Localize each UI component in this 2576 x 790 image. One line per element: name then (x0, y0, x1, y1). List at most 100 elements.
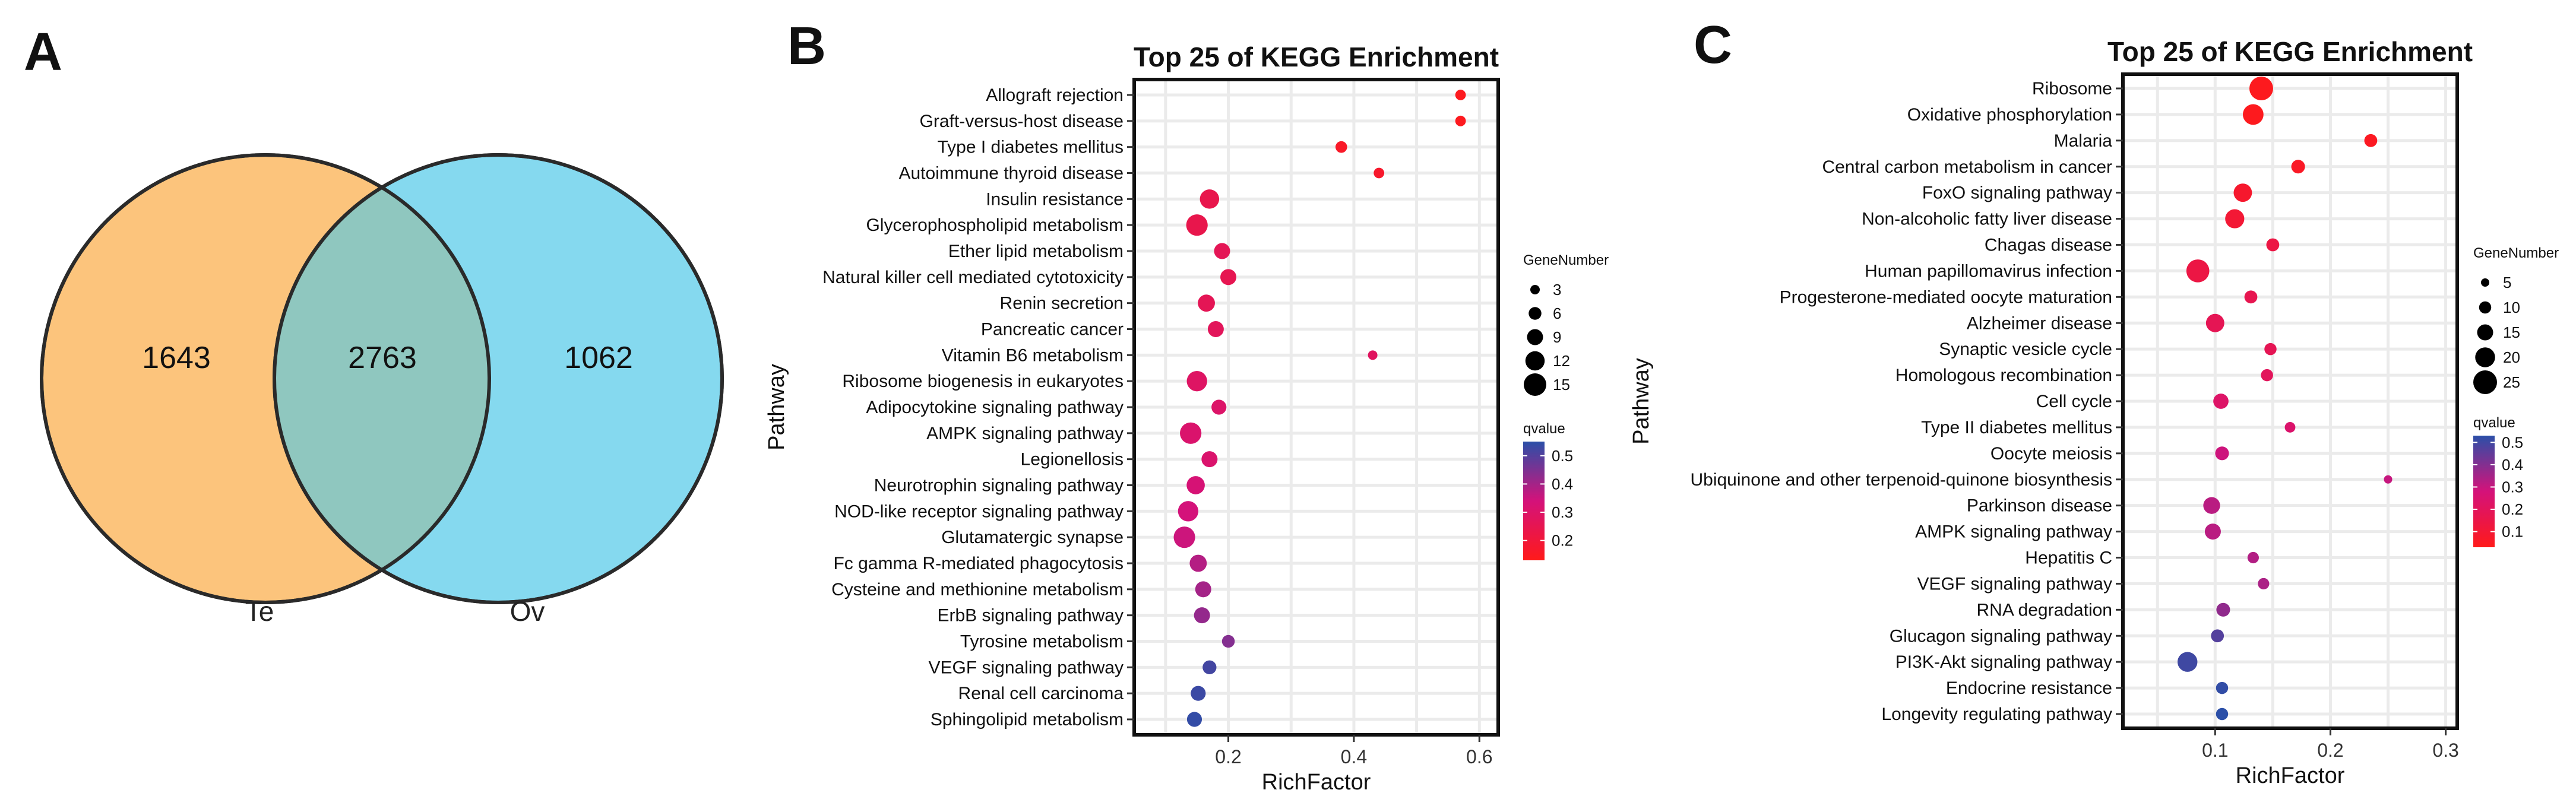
y-tick-label-ubiquinone-and-other-terpenoid-quinone-biosynthesis: Ubiquinone and other terpenoid-quinone b… (1690, 470, 2112, 490)
venn-overlap-region (274, 155, 489, 602)
color-legend-label: 0.5 (1552, 447, 1573, 465)
y-tick-label-homologous-recombination: Homologous recombination (1895, 366, 2112, 385)
venn-overlap-count: 2763 (348, 341, 417, 375)
point-alzheimer-disease (2205, 313, 2224, 332)
size-legend-label: 5 (2503, 274, 2511, 291)
color-legend-label: 0.5 (2502, 433, 2523, 451)
color-legend-bar (2473, 436, 2495, 547)
point-cysteine-and-methionine-metabolism (1195, 581, 1211, 598)
point-natural-killer-cell-mediated-cytotoxicity (1220, 269, 1237, 285)
size-legend-label: 6 (1553, 304, 1561, 322)
y-axis-label: Pathway (764, 364, 789, 450)
size-legend-label: 10 (2503, 299, 2520, 316)
y-tick-label-neurotrophin-signaling-pathway: Neurotrophin signaling pathway (874, 476, 1124, 496)
y-tick-label-autoimmune-thyroid-disease: Autoimmune thyroid disease (898, 164, 1124, 183)
point-autoimmune-thyroid-disease (1374, 167, 1385, 179)
x-tick-label: 0.2 (1215, 746, 1241, 767)
y-tick-label-synaptic-vesicle-cycle: Synaptic vesicle cycle (1939, 340, 2112, 359)
y-tick-label-ribosome: Ribosome (2032, 79, 2112, 99)
size-legend-dot (1525, 351, 1545, 371)
color-legend-title: qvalue (1523, 421, 1565, 437)
y-tick-label-pi3k-akt-signaling-pathway: PI3K-Akt signaling pathway (1895, 652, 2112, 672)
point-neurotrophin-signaling-pathway (1186, 476, 1205, 494)
y-tick-label-ampk-signaling-pathway: AMPK signaling pathway (1915, 522, 2112, 542)
point-graft-versus-host-disease (1455, 115, 1466, 126)
color-legend-bar (1523, 442, 1545, 560)
kegg-dotplot-b: Top 25 of KEGG Enrichment Allograft rejec… (764, 42, 1609, 790)
y-tick-label-pancreatic-cancer: Pancreatic cancer (981, 320, 1124, 340)
point-pancreatic-cancer (1207, 321, 1224, 337)
color-legend-title: qvalue (2473, 415, 2515, 431)
point-parkinson-disease (2203, 497, 2220, 514)
point-vegf-signaling-pathway (1202, 660, 1217, 675)
point-legionellosis (1201, 451, 1218, 468)
y-tick-label-alzheimer-disease: Alzheimer disease (1967, 313, 2112, 333)
point-foxo-signaling-pathway (2233, 183, 2252, 202)
y-tick-label-nod-like-receptor-signaling-pathway: NOD-like receptor signaling pathway (834, 502, 1124, 521)
y-tick-label-ribosome-biogenesis-in-eukaryotes: Ribosome biogenesis in eukaryotes (842, 372, 1124, 391)
color-legend-label: 0.3 (2502, 478, 2523, 496)
y-axis-label: Pathway (1629, 358, 1654, 445)
color-legend-label: 0.3 (1552, 503, 1573, 521)
point-ribosome (2249, 77, 2273, 100)
size-legend-dot (1524, 373, 1546, 396)
size-legend-label: 20 (2503, 348, 2520, 366)
size-legend-dot (1530, 285, 1540, 294)
y-tick-label-ampk-signaling-pathway: AMPK signaling pathway (926, 424, 1124, 443)
y-tick-label-glutamatergic-synapse: Glutamatergic synapse (941, 528, 1124, 547)
point-vitamin-b6-metabolism (1368, 350, 1378, 360)
size-legend-label: 15 (1553, 376, 1570, 394)
point-tyrosine-metabolism (1221, 634, 1235, 648)
y-tick-label-longevity-regulating-pathway: Longevity regulating pathway (1881, 705, 2112, 724)
y-tick-label-vitamin-b6-metabolism: Vitamin B6 metabolism (942, 345, 1124, 365)
point-synaptic-vesicle-cycle (2264, 342, 2277, 356)
y-tick-label-adipocytokine-signaling-pathway: Adipocytokine signaling pathway (866, 398, 1124, 417)
size-legend-dot (2475, 347, 2495, 367)
point-cell-cycle (2213, 394, 2229, 409)
point-ubiquinone-and-other-terpenoid-quinone-biosynthesis (2384, 475, 2393, 484)
y-tick-label-endocrine-resistance: Endocrine resistance (1946, 678, 2112, 698)
size-legend-dot (1528, 307, 1542, 320)
y-tick-label-oxidative-phosphorylation: Oxidative phosphorylation (1907, 105, 2112, 125)
point-adipocytokine-signaling-pathway (1211, 399, 1227, 415)
size-legend-label: 9 (1553, 328, 1561, 346)
point-erbb-signaling-pathway (1194, 607, 1210, 624)
venn-panel: A 1643 2763 1062 Te Ov (24, 23, 724, 627)
panel-letter-c: C (1694, 15, 1732, 75)
y-tick-label-foxo-signaling-pathway: FoxO signaling pathway (1922, 183, 2112, 203)
size-legend-label: 25 (2503, 373, 2520, 391)
size-legend-title: GeneNumber (1523, 252, 1609, 268)
size-legend-label: 3 (1553, 281, 1561, 299)
point-fc-gamma-r-mediated-phagocytosis (1189, 554, 1207, 572)
chart-title: Top 25 of KEGG Enrichment (2107, 36, 2473, 67)
size-legend-dot (2477, 324, 2493, 341)
point-type-ii-diabetes-mellitus (2284, 421, 2296, 433)
venn-circle-te-outline (40, 153, 491, 604)
point-renal-cell-carcinoma (1191, 686, 1206, 701)
y-tick-label-rna-degradation: RNA degradation (1977, 600, 2113, 620)
y-tick-label-non-alcoholic-fatty-liver-disease: Non-alcoholic fatty liver disease (1862, 210, 2112, 229)
y-tick-label-glucagon-signaling-pathway: Glucagon signaling pathway (1890, 626, 2112, 646)
y-tick-label-fc-gamma-r-mediated-phagocytosis: Fc gamma R-mediated phagocytosis (833, 554, 1124, 573)
y-tick-label-vegf-signaling-pathway: VEGF signaling pathway (1917, 574, 2112, 594)
venn-label-te: Te (245, 596, 274, 627)
panel-letter-a: A (24, 23, 62, 82)
y-tick-label-vegf-signaling-pathway: VEGF signaling pathway (928, 658, 1124, 677)
y-tick-label-cell-cycle: Cell cycle (2036, 392, 2112, 411)
panel-letter-b: B (787, 17, 826, 76)
y-tick-label-legionellosis: Legionellosis (1021, 450, 1124, 469)
y-tick-label-chagas-disease: Chagas disease (1985, 236, 2112, 255)
point-ampk-signaling-pathway (2204, 524, 2221, 540)
point-oxidative-phosphorylation (2242, 104, 2264, 125)
x-tick-label: 0.4 (1341, 746, 1367, 767)
point-insulin-resistance (1200, 189, 1220, 209)
point-type-i-diabetes-mellitus (1335, 141, 1347, 153)
point-central-carbon-metabolism-in-cancer (2291, 160, 2305, 174)
point-allograft-rejection (1455, 90, 1466, 100)
color-legend-label: 0.4 (2502, 456, 2523, 474)
y-tick-label-ether-lipid-metabolism: Ether lipid metabolism (948, 242, 1124, 261)
y-tick-label-hepatitis-c: Hepatitis C (2025, 548, 2112, 568)
point-vegf-signaling-pathway (2258, 578, 2270, 590)
color-legend-label: 0.2 (2502, 500, 2523, 518)
point-rna-degradation (2216, 602, 2230, 617)
